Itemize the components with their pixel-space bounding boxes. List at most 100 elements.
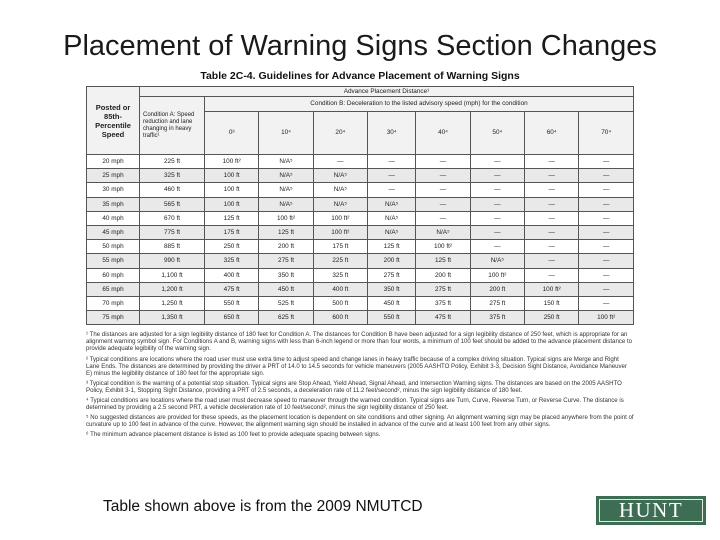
table-cell: — xyxy=(578,224,634,241)
table-row: 70 mph 1,250 ft 550 ft 525 ft 500 ft 450 ft 37… xyxy=(86,295,634,312)
speed-cell: 45 mph xyxy=(86,224,140,241)
table-cell: 1,250 ft xyxy=(139,295,205,312)
table-cell: — xyxy=(524,267,580,283)
table-cell: — xyxy=(469,153,526,170)
table-cell: — xyxy=(367,153,417,170)
hunt-logo: HUNT xyxy=(596,496,706,525)
table-cell: N/A⁵ xyxy=(367,210,417,226)
table-cell: 1,100 ft xyxy=(139,267,205,283)
table-cell: 565 ft xyxy=(139,196,205,212)
footnote: ³ Typical condition is the warning of a … xyxy=(86,379,622,394)
table-cell: 625 ft xyxy=(258,310,314,326)
table-cell: 125 ft xyxy=(367,239,417,255)
table-cell: N/A⁵ xyxy=(258,182,314,198)
table-cell: — xyxy=(469,182,526,198)
col-header-b-70: 70⁴ xyxy=(578,111,634,155)
table-cell: N/A⁵ xyxy=(258,168,314,184)
slide-title: Placement of Warning Signs Section Chang… xyxy=(63,30,657,62)
table-cell: 325 ft xyxy=(312,267,369,283)
logo-border xyxy=(599,499,703,522)
table-title: Table 2C-4. Guidelines for Advance Place… xyxy=(200,70,520,82)
col-header-b-0: 0³ xyxy=(203,111,260,155)
table-body: 20 mph 225 ft 100 ft² N/A⁵ — — — — — —25 mph 325 f… xyxy=(86,153,634,326)
speed-cell: 35 mph xyxy=(86,196,140,212)
table-cell: 100 ft² xyxy=(312,224,369,241)
footnote: ⁵ No suggested distances are provided fo… xyxy=(86,414,634,429)
table-cell: 350 ft xyxy=(258,267,314,283)
table-cell: — xyxy=(469,224,526,241)
table-row: 20 mph 225 ft 100 ft² N/A⁵ — — — — — — xyxy=(86,153,634,170)
table-cell: 100 ft² xyxy=(578,310,634,326)
table-cell: 125 ft xyxy=(415,253,471,269)
table-cell: — xyxy=(578,295,634,312)
table-cell: 375 ft xyxy=(469,310,526,326)
speed-cell: 55 mph xyxy=(86,253,140,269)
group-header-advance-placement: Advance Placement Distance¹ xyxy=(139,86,634,97)
table-cell: 250 ft xyxy=(524,310,580,326)
table-cell: 100 ft xyxy=(203,196,260,212)
col-header-condition-a: Condition A: Speed reduction and lane ch… xyxy=(139,96,205,155)
table-cell: — xyxy=(578,267,634,283)
table-row: 30 mph 460 ft 100 ft N/A⁵ N/A⁵ — — — — — xyxy=(86,182,634,198)
table-cell: 775 ft xyxy=(139,224,205,241)
col-header-speed: Posted or 85th-Percentile Speed xyxy=(86,86,140,155)
table-row: 75 mph 1,350 ft 650 ft 625 ft 600 ft 550 ft 47… xyxy=(86,310,634,326)
table-cell: — xyxy=(367,168,417,184)
table-cell: 200 ft xyxy=(258,239,314,255)
table-cell: 275 ft xyxy=(258,253,314,269)
table-row: 60 mph 1,100 ft 400 ft 350 ft 325 ft 275 ft 20… xyxy=(86,267,634,283)
table-cell: 525 ft xyxy=(258,295,314,312)
col-header-b-60: 60⁴ xyxy=(524,111,580,155)
table-cell: — xyxy=(524,182,580,198)
table-cell: 475 ft xyxy=(203,281,260,297)
table-cell: 1,200 ft xyxy=(139,281,205,297)
table-row: 35 mph 565 ft 100 ft N/A⁵ N/A⁵ N/A⁵ — — — — xyxy=(86,196,634,212)
table-cell: N/A⁵ xyxy=(367,224,417,241)
table-cell: 990 ft xyxy=(139,253,205,269)
speed-cell: 65 mph xyxy=(86,281,140,297)
col-header-b-50: 50⁴ xyxy=(469,111,526,155)
table-cell: 350 ft xyxy=(367,281,417,297)
table-cell: N/A⁵ xyxy=(258,196,314,212)
table-cell: — xyxy=(524,168,580,184)
warning-sign-placement-table: Posted or 85th-Percentile Speed Advance … xyxy=(86,86,634,326)
table-cell: 100 ft² xyxy=(203,153,260,170)
table-cell: 550 ft xyxy=(367,310,417,326)
table-cell: 175 ft xyxy=(203,224,260,241)
table-cell: 500 ft xyxy=(312,295,369,312)
table-cell: 100 ft² xyxy=(258,210,314,226)
table-cell: 450 ft xyxy=(258,281,314,297)
table-cell: — xyxy=(367,182,417,198)
table-cell: 225 ft xyxy=(312,253,369,269)
table-cell: N/A⁵ xyxy=(312,168,369,184)
table-cell: — xyxy=(415,153,471,170)
table-cell: N/A⁵ xyxy=(312,182,369,198)
speed-cell: 40 mph xyxy=(86,210,140,226)
table-cell: N/A⁵ xyxy=(415,224,471,241)
speed-cell: 75 mph xyxy=(86,310,140,326)
table-cell: 650 ft xyxy=(203,310,260,326)
table-cell: — xyxy=(312,153,369,170)
table-cell: — xyxy=(578,153,634,170)
table-cell: — xyxy=(415,210,471,226)
table-cell: 100 ft² xyxy=(469,267,526,283)
table-cell: 225 ft xyxy=(139,153,205,170)
table-cell: — xyxy=(524,224,580,241)
table-cell: — xyxy=(578,210,634,226)
speed-cell: 20 mph xyxy=(86,153,140,170)
table-footnotes: ¹ The distances are adjusted for a sign … xyxy=(86,331,634,438)
table-cell: 200 ft xyxy=(367,253,417,269)
footnote: ¹ The distances are adjusted for a sign … xyxy=(86,331,633,353)
table-cell: 460 ft xyxy=(139,182,205,198)
table-cell: 550 ft xyxy=(203,295,260,312)
table-row: 50 mph 885 ft 250 ft 200 ft 175 ft 125 ft 100 … xyxy=(86,239,634,255)
col-header-b-40: 40⁴ xyxy=(415,111,471,155)
speed-cell: 30 mph xyxy=(86,182,140,198)
table-cell: 100 ft² xyxy=(312,210,369,226)
table-cell: — xyxy=(578,253,634,269)
table-row: 55 mph 990 ft 325 ft 275 ft 225 ft 200 ft 125 … xyxy=(86,253,634,269)
table-cell: 100 ft xyxy=(203,168,260,184)
table-cell: — xyxy=(469,168,526,184)
table-cell: N/A⁵ xyxy=(367,196,417,212)
table-cell: N/A⁵ xyxy=(469,253,526,269)
